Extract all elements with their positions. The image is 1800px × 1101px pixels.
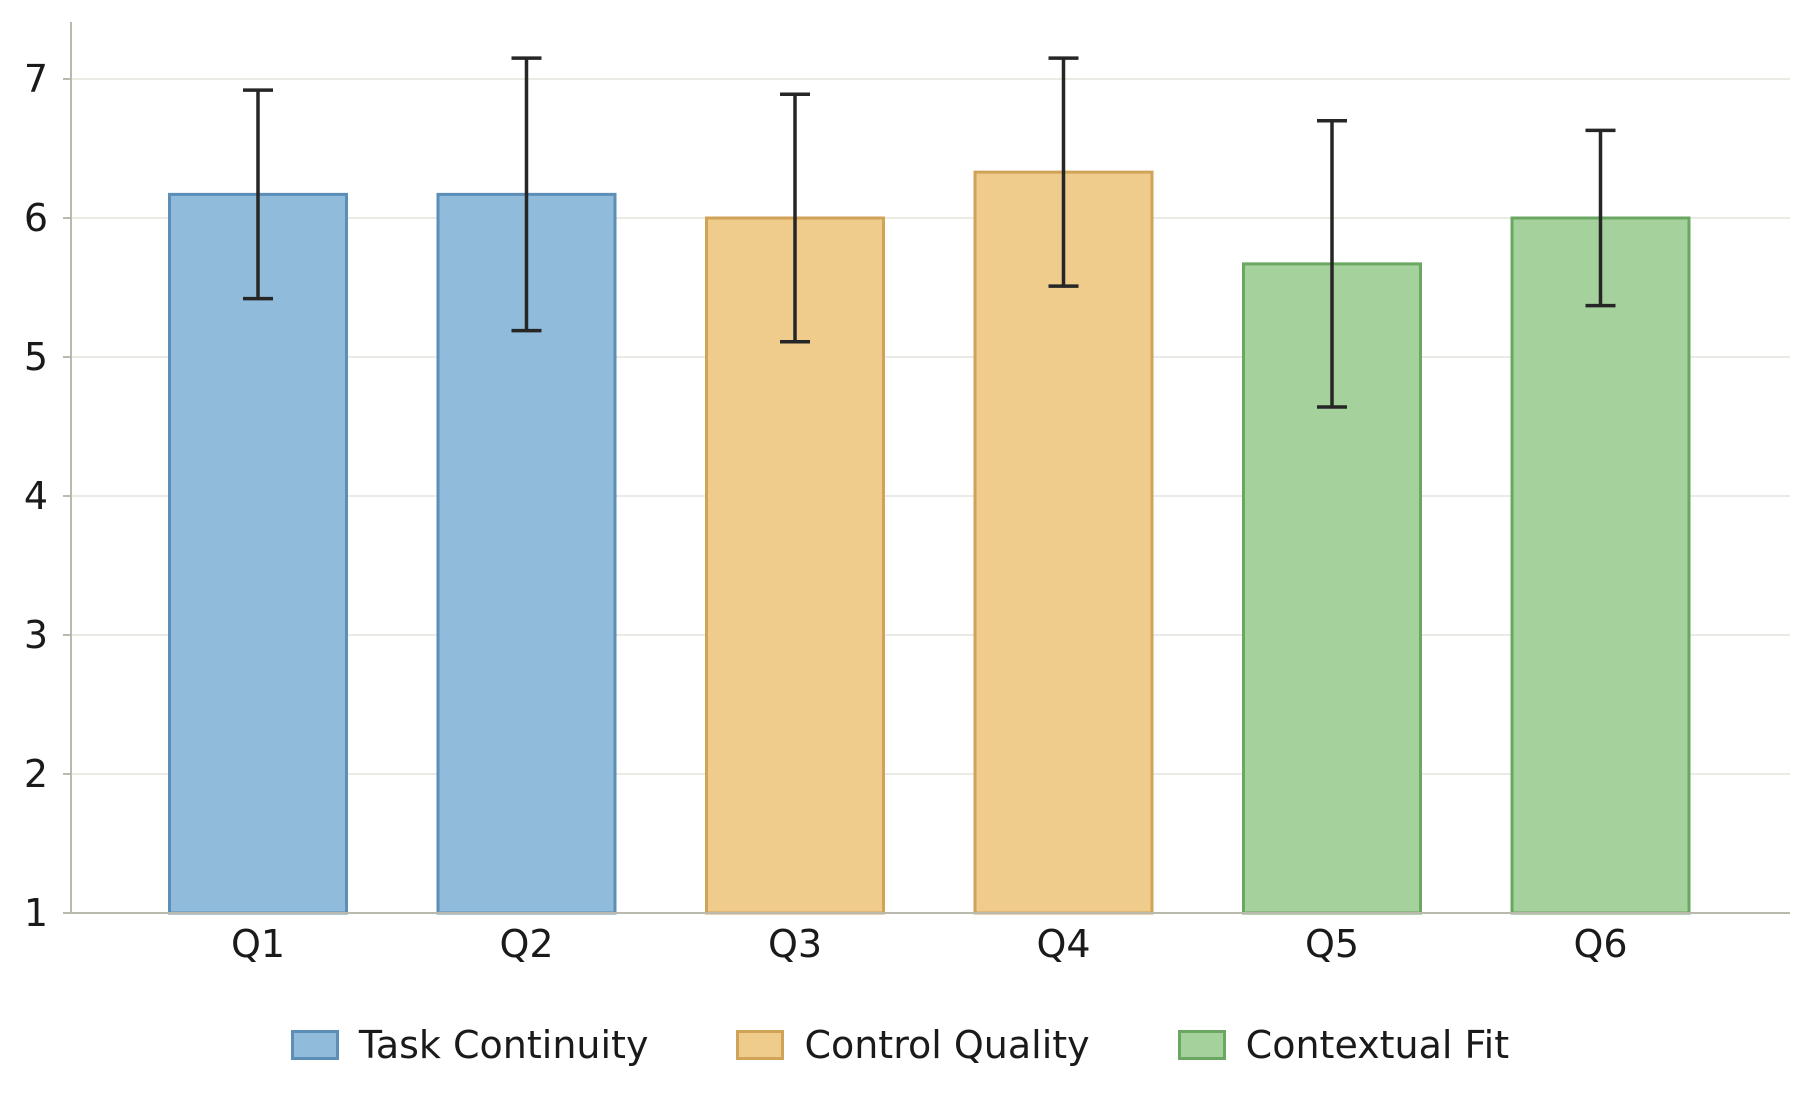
error-bar-q5 (1317, 118, 1347, 409)
y-tick-labels: 1 2 3 4 5 6 7 (24, 57, 71, 935)
y-tick-label: 7 (24, 57, 48, 101)
error-bar-q1 (243, 88, 273, 301)
error-bar-q3 (780, 92, 810, 344)
error-bars (243, 56, 1616, 409)
x-tick-label-q1: Q1 (231, 922, 285, 966)
bar-q1 (168, 192, 348, 915)
legend-item-task-continuity: Task Continuity (290, 1023, 649, 1067)
y-tick-label: 2 (24, 752, 48, 796)
legend: Task Continuity Control Quality Contextu… (0, 1010, 1800, 1080)
y-tick-label: 6 (24, 196, 48, 240)
legend-swatch-task-continuity (290, 1030, 339, 1060)
y-tick-label: 4 (24, 474, 48, 518)
legend-swatch-control-quality (736, 1030, 785, 1060)
error-bar-q4 (1048, 56, 1079, 288)
gridlines (71, 78, 1790, 775)
y-tick-label: 3 (24, 613, 48, 657)
bar-chart: 1 2 3 4 5 6 7 Q1 Q2 Q3 Q4 Q5 Q6 (24, 22, 1790, 966)
x-tick-label-q5: Q5 (1305, 922, 1359, 966)
y-tick-label: 1 (24, 891, 48, 935)
x-tick-labels: Q1 Q2 Q3 Q4 Q5 Q6 (231, 922, 1628, 966)
x-tick-label-q3: Q3 (768, 922, 822, 966)
error-bar-q6 (1585, 128, 1616, 308)
bars (168, 170, 1691, 915)
legend-label-contextual-fit: Contextual Fit (1245, 1023, 1510, 1067)
legend-item-contextual-fit: Contextual Fit (1177, 1023, 1510, 1067)
legend-label-control-quality: Control Quality (804, 1023, 1090, 1067)
x-tick-label-q6: Q6 (1573, 922, 1627, 966)
legend-label-task-continuity: Task Continuity (358, 1023, 649, 1067)
legend-swatch-contextual-fit (1177, 1030, 1226, 1060)
x-tick-label-q4: Q4 (1036, 922, 1090, 966)
bar-q4 (973, 170, 1154, 915)
x-tick-label-q2: Q2 (499, 922, 553, 966)
legend-item-control-quality: Control Quality (736, 1023, 1090, 1067)
error-bar-q2 (511, 56, 542, 333)
axes (70, 22, 1790, 914)
bar-q6 (1510, 216, 1691, 915)
y-tick-label: 5 (24, 335, 48, 379)
